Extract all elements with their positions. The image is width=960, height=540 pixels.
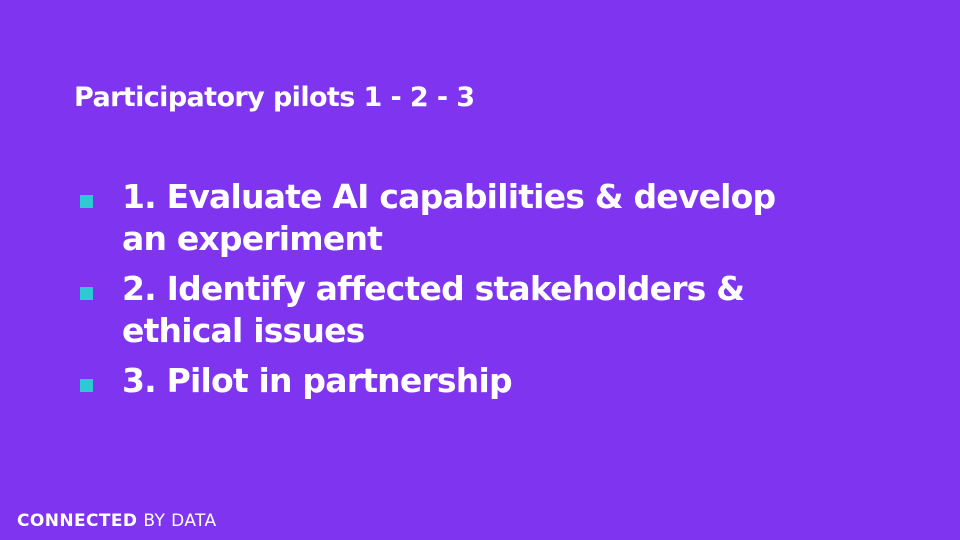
bullet-item: 2. Identify affected stakeholders & ethi… bbox=[80, 268, 800, 352]
slide-title: Participatory pilots 1 - 2 - 3 bbox=[74, 82, 475, 113]
bullet-text: 3. Pilot in partnership bbox=[122, 361, 513, 400]
square-bullet-icon bbox=[80, 287, 93, 300]
logo-connected-text: CONNECTED bbox=[17, 511, 138, 531]
bullet-text: 2. Identify affected stakeholders & ethi… bbox=[122, 269, 745, 350]
bullet-item: 1. Evaluate AI capabilities & develop an… bbox=[80, 176, 800, 260]
bullet-item: 3. Pilot in partnership bbox=[80, 360, 800, 402]
bullet-list: 1. Evaluate AI capabilities & develop an… bbox=[80, 176, 800, 410]
logo-by-data-text: BY DATA bbox=[143, 511, 217, 531]
bullet-text: 1. Evaluate AI capabilities & develop an… bbox=[122, 177, 776, 258]
square-bullet-icon bbox=[80, 195, 93, 208]
square-bullet-icon bbox=[80, 379, 93, 392]
connected-by-data-logo: CONNECTED BY DATA bbox=[17, 511, 217, 531]
